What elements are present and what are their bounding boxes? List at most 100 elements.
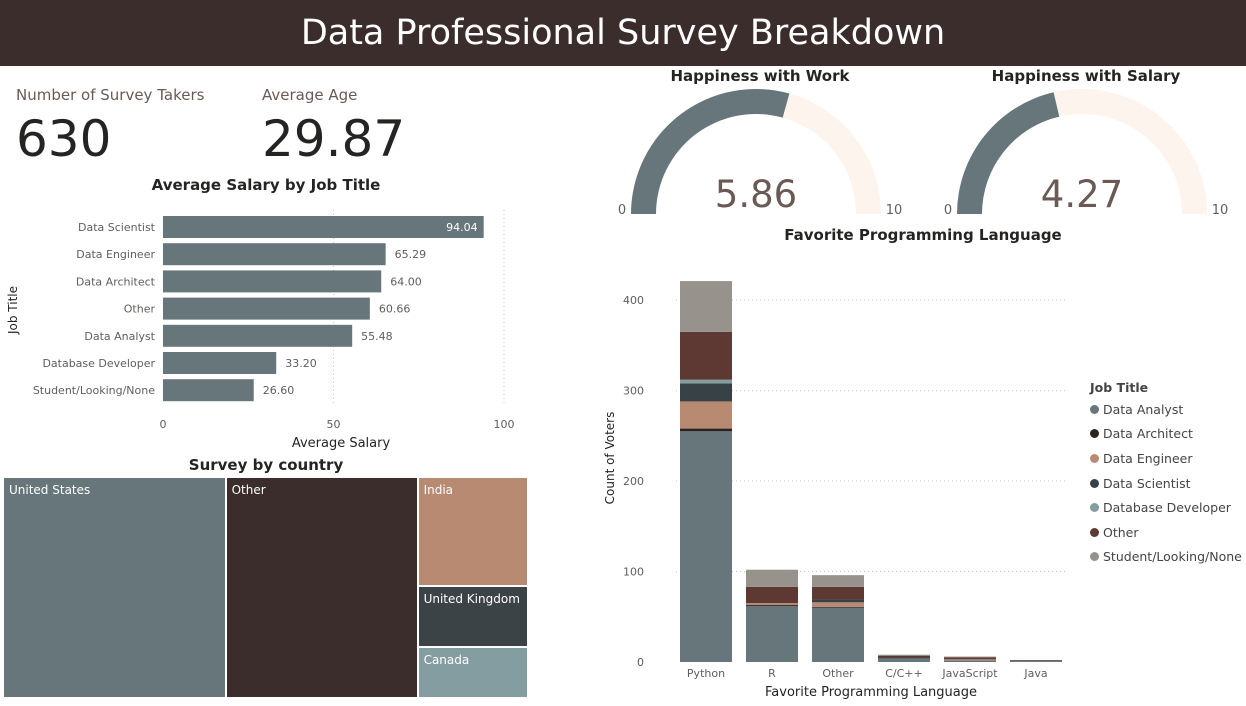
gauge-fill: [631, 88, 790, 214]
language-tick-label: 100: [623, 566, 644, 579]
legend-item-data-analyst[interactable]: Data Analyst: [1090, 397, 1246, 422]
legend-dot-icon: [1090, 527, 1099, 537]
legend-item-student-looking-none[interactable]: Student/Looking/None: [1090, 545, 1246, 570]
legend-item-data-scientist[interactable]: Data Scientist: [1090, 471, 1246, 496]
language-bar-segment: [680, 379, 732, 384]
language-bar-segment: [944, 660, 996, 662]
salary-tick-label: 100: [494, 418, 515, 431]
language-x-axis-title: Favorite Programming Language: [765, 685, 977, 700]
language-legend: Job Title Data Analyst Data Architect Data…: [1090, 380, 1246, 569]
salary-x-axis-title: Average Salary: [292, 436, 391, 451]
salary-data-label: 65.29: [395, 248, 427, 261]
country-chart-title: Survey by country: [188, 456, 344, 474]
language-category-label: JavaScript: [941, 667, 998, 680]
gauge-salary-title: Happiness with Salary: [991, 67, 1181, 85]
language-tick-label: 200: [623, 475, 644, 488]
legend-item-other[interactable]: Other: [1090, 520, 1246, 545]
salary-bar: [163, 379, 254, 402]
language-tick-label: 400: [623, 294, 644, 307]
legend-label: Student/Looking/None: [1103, 549, 1242, 565]
language-bar-segment: [944, 657, 996, 660]
legend-label: Data Architect: [1103, 426, 1193, 442]
treemap-label: United Kingdom: [423, 591, 520, 606]
legend-dot-icon: [1090, 429, 1099, 439]
language-bar-segment: [944, 656, 996, 658]
kpi-survey-takers-label: Number of Survey Takers: [16, 86, 205, 104]
language-bar-segment: [680, 401, 732, 429]
salary-tick-label: 0: [160, 418, 167, 431]
gauge-min-label: 0: [618, 203, 626, 218]
legend-item-data-engineer[interactable]: Data Engineer: [1090, 446, 1246, 471]
salary-bar: [163, 243, 386, 266]
language-bar-segment: [878, 655, 930, 658]
language-bar-segment: [1010, 660, 1062, 662]
language-bar-segment: [878, 657, 930, 659]
language-category-label: Python: [687, 667, 725, 680]
gauge-work-title: Happiness with Work: [670, 67, 850, 85]
legend-item-database-developer[interactable]: Database Developer: [1090, 495, 1246, 520]
legend-dot-icon: [1090, 552, 1099, 562]
language-chart-title: Favorite Programming Language: [784, 226, 1062, 244]
legend-label: Data Analyst: [1103, 401, 1184, 417]
language-bar-segment: [680, 428, 732, 432]
gauge-happiness-salary: 4.27 0 10: [944, 89, 1229, 218]
salary-data-label: 64.00: [390, 275, 422, 288]
gauge-max-label: 10: [1212, 203, 1229, 218]
salary-category-label: Student/Looking/None: [33, 384, 155, 397]
language-bar-segment: [812, 575, 864, 587]
treemap-label: India: [423, 483, 454, 497]
language-bar-segment: [878, 654, 930, 656]
salary-y-axis-title: Job Title: [6, 286, 20, 335]
language-bar-segment: [1010, 661, 1062, 662]
salary-category-label: Data Scientist: [78, 221, 156, 234]
language-bar-segment: [746, 586, 798, 604]
country-treemap: United States Other India United Kingdom Can…: [4, 478, 529, 699]
language-category-label: R: [768, 667, 776, 680]
gauge-max-label: 10: [886, 203, 903, 218]
salary-bar: [163, 297, 370, 320]
gauge-fill: [957, 92, 1060, 214]
salary-category-label: Other: [124, 303, 156, 316]
salary-data-label: 60.66: [379, 303, 411, 316]
treemap-tile-united-kingdom: United Kingdom: [418, 586, 527, 646]
language-bar-segment: [812, 602, 864, 607]
salary-data-label: 33.20: [285, 357, 317, 370]
legend-dot-icon: [1090, 453, 1099, 463]
kpi-survey-takers-value: 630: [16, 110, 112, 168]
language-bar-segment: [680, 431, 732, 662]
language-bar-segment: [812, 606, 864, 608]
treemap-tile-canada: Canada: [418, 648, 527, 697]
treemap-label: Other: [231, 483, 266, 497]
language-stacked-chart: 0 100 200 300 400 Python R Other C/C++ JavaScript…: [603, 281, 1066, 700]
language-category-label: Java: [1023, 667, 1047, 680]
treemap-label: Canada: [423, 653, 470, 667]
salary-bar: [163, 324, 353, 347]
salary-category-label: Data Analyst: [84, 330, 155, 343]
salary-data-label: 55.48: [361, 330, 393, 343]
legend-dot-icon: [1090, 478, 1099, 488]
salary-category-label: Data Architect: [76, 275, 156, 288]
language-bar-segment: [680, 383, 732, 402]
language-bar-segment: [746, 569, 798, 587]
legend-label: Data Engineer: [1103, 450, 1193, 466]
legend-dot-icon: [1090, 503, 1099, 513]
title-bar: Data Professional Survey Breakdown: [0, 0, 1246, 66]
gauge-value: 5.86: [715, 173, 797, 216]
legend-title: Job Title: [1090, 380, 1149, 395]
treemap-label: United States: [9, 483, 91, 497]
legend-item-data-architect[interactable]: Data Architect: [1090, 422, 1246, 447]
kpi-average-age-value: 29.87: [262, 110, 406, 168]
language-bar-segment: [746, 605, 798, 662]
salary-bar-chart: Data Scientist 94.04 Data Engineer 65.29 Dat…: [6, 210, 515, 451]
legend-label: Other: [1103, 524, 1139, 540]
salary-bar: [163, 352, 277, 374]
language-bar-segment: [944, 659, 996, 661]
salary-category-label: Database Developer: [42, 357, 155, 370]
treemap-tile-united-states: United States: [4, 478, 225, 697]
language-tick-label: 300: [623, 385, 644, 398]
salary-category-label: Data Engineer: [76, 248, 155, 261]
language-bar-segment: [746, 603, 798, 605]
salary-bar: [163, 270, 382, 293]
kpi-average-age-label: Average Age: [262, 86, 358, 104]
salary-bar: [163, 216, 484, 238]
